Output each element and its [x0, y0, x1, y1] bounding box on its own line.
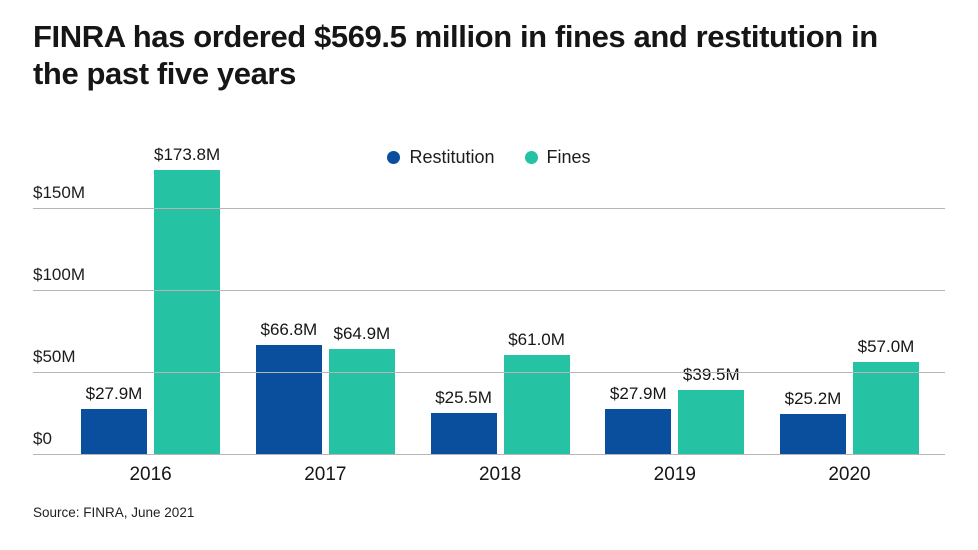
bar-wrap: $66.8M	[255, 320, 322, 455]
gridline	[33, 290, 945, 291]
chart-title: FINRA has ordered $569.5 million in fine…	[33, 19, 878, 92]
bar-wrap: $64.9M	[328, 323, 395, 455]
bar-wrap: $61.0M	[503, 329, 570, 455]
source-note: Source: FINRA, June 2021	[33, 505, 195, 520]
bar-value-label: $61.0M	[508, 329, 565, 349]
restitution-dot-icon	[387, 151, 401, 164]
legend-label-restitution: Restitution	[409, 147, 495, 167]
chart-legend: Restitution Fines	[0, 147, 978, 168]
bar-wrap: $39.5M	[678, 365, 745, 455]
bar-wrap: $173.8M	[154, 145, 220, 455]
bar-restitution-2016	[81, 409, 147, 455]
bar-value-label: $27.9M	[85, 384, 143, 404]
bar-value-label: $25.2M	[784, 388, 842, 408]
legend-item-fines: Fines	[524, 147, 591, 168]
bar-wrap: $25.5M	[430, 388, 497, 455]
bar-group-2016: $27.9M $173.8M 2016	[81, 145, 220, 485]
bar-group-2017: $66.8M $64.9M 2017	[255, 168, 395, 485]
bar-restitution-2017	[255, 345, 322, 455]
bar-value-label: $57.0M	[857, 336, 915, 356]
bar-fines-2019	[678, 390, 745, 455]
bar-group-2019: $27.9M $39.5M 2019	[605, 168, 745, 485]
legend-item-restitution: Restitution	[387, 147, 495, 168]
bar-value-label: $173.8M	[154, 144, 221, 164]
gridline	[33, 208, 945, 209]
gridline	[33, 454, 945, 455]
y-axis-tick-label: $100M	[33, 265, 85, 284]
bar-value-label: $27.9M	[609, 384, 667, 404]
bar-fines-2018	[503, 354, 570, 455]
bar-wrap: $27.9M	[81, 384, 147, 455]
bar-fines-2020	[852, 361, 919, 455]
plot-area: $27.9M $173.8M 2016 $66.8M $64.9M 2017 $25.5M $…	[33, 145, 945, 485]
bar-value-label: $39.5M	[682, 365, 740, 385]
x-axis-label-2018: 2018	[478, 464, 522, 485]
bar-group-2018: $25.5M $61.0M 2018	[430, 168, 570, 485]
legend-label-fines: Fines	[546, 147, 591, 167]
y-axis-tick-label: $50M	[33, 347, 76, 366]
gridline	[33, 372, 945, 373]
bar-group-2020: $25.2M $57.0M 2020	[779, 168, 919, 485]
bar-fines-2017	[328, 348, 395, 455]
bar-value-label: $64.9M	[333, 323, 391, 343]
bar-restitution-2018	[430, 413, 497, 455]
x-axis-label-2017: 2017	[304, 464, 347, 485]
y-axis-tick-label: $150M	[33, 183, 85, 202]
bar-value-label: $66.8M	[260, 320, 318, 340]
bar-fines-2016	[154, 169, 221, 455]
fines-dot-icon	[524, 151, 538, 164]
x-axis-label-2019: 2019	[653, 464, 696, 485]
bar-wrap: $27.9M	[605, 384, 672, 455]
y-axis-tick-label: $0	[33, 429, 52, 448]
x-axis-label-2016: 2016	[129, 464, 172, 485]
x-axis-label-2020: 2020	[828, 464, 871, 485]
bar-wrap: $25.2M	[779, 388, 846, 455]
bar-groups: $27.9M $173.8M 2016 $66.8M $64.9M 2017 $25.5M $…	[81, 145, 919, 485]
bar-value-label: $25.5M	[435, 388, 492, 408]
bar-wrap: $57.0M	[852, 336, 919, 455]
bar-restitution-2019	[605, 409, 672, 455]
bar-restitution-2020	[779, 413, 846, 455]
